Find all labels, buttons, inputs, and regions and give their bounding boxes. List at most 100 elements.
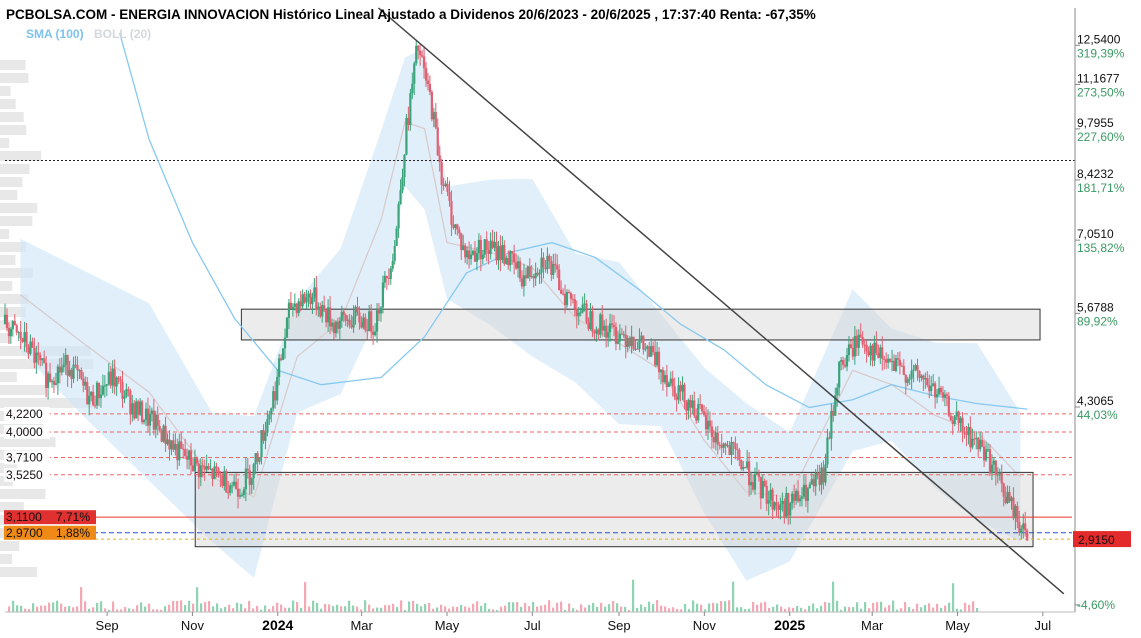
- volume-bar: [724, 601, 727, 612]
- candle-body: [244, 468, 247, 490]
- candle-body: [133, 403, 136, 419]
- candle-body: [532, 276, 535, 279]
- volume-profile-bar: [0, 567, 37, 577]
- candle-body: [31, 341, 34, 348]
- candle-body: [7, 327, 11, 337]
- candle-body: [299, 301, 302, 307]
- candle-body: [953, 416, 956, 425]
- candle-body: [391, 260, 394, 269]
- candle-body: [236, 488, 240, 497]
- level-label: 4,2200: [6, 407, 43, 421]
- volume-bar: [516, 602, 519, 612]
- volume-bar: [588, 605, 591, 612]
- volume-bar: [192, 603, 195, 612]
- candle-body: [381, 282, 385, 308]
- volume-bar: [720, 600, 723, 612]
- level-tag-bg: [4, 510, 96, 525]
- candle-body: [890, 360, 894, 362]
- candle-body: [640, 335, 643, 340]
- volume-bar: [252, 608, 255, 612]
- candle-body: [979, 439, 982, 450]
- candle-body: [205, 466, 208, 470]
- candle-body: [732, 441, 735, 444]
- candle-body: [618, 333, 621, 342]
- volume-bar: [384, 605, 387, 612]
- volume-bar: [344, 606, 347, 612]
- candle-body: [105, 384, 108, 386]
- candle-body: [274, 391, 277, 401]
- candle-body: [650, 346, 653, 357]
- candle-body: [669, 378, 672, 384]
- x-tick-label: Mar: [350, 618, 373, 633]
- volume-bar: [204, 602, 207, 612]
- candle-body: [699, 404, 702, 406]
- volume-bar: [64, 606, 67, 612]
- candle-body: [428, 83, 432, 92]
- candle-body: [364, 317, 367, 330]
- volume-bar: [664, 606, 667, 612]
- volume-bar: [712, 602, 715, 612]
- candle-body: [473, 250, 477, 262]
- candle-body: [738, 449, 741, 460]
- candle-body: [783, 500, 786, 517]
- candle-body: [984, 449, 988, 461]
- candle-body: [798, 498, 802, 502]
- volume-bar: [972, 601, 975, 612]
- volume-bar: [8, 606, 11, 612]
- candle-body: [597, 329, 600, 335]
- volume-bar: [640, 604, 643, 612]
- candle-body: [898, 359, 901, 366]
- legend-sma[interactable]: SMA (100): [26, 27, 84, 41]
- candle-body: [475, 253, 479, 262]
- candle-body: [589, 311, 592, 329]
- volume-bar: [264, 605, 267, 612]
- volume-bar: [668, 608, 671, 612]
- candle-body: [395, 228, 398, 246]
- volume-bar: [864, 602, 867, 612]
- candle-body: [309, 293, 312, 305]
- candle-body: [432, 112, 435, 120]
- volume-bar: [120, 609, 123, 612]
- level-label: 3,5250: [6, 468, 43, 482]
- candle-body: [971, 438, 974, 448]
- volume-bar: [288, 607, 291, 612]
- candle-body: [62, 364, 65, 368]
- candle-body: [665, 375, 668, 387]
- candle-body: [97, 382, 101, 399]
- volume-bar: [328, 604, 331, 612]
- sma-100-line: [119, 32, 1028, 410]
- candle-body: [342, 311, 345, 315]
- candle-body: [368, 311, 371, 332]
- volume-bar: [964, 602, 967, 612]
- candle-body: [121, 381, 124, 399]
- candle-body: [1014, 505, 1017, 519]
- candle-body: [513, 253, 516, 263]
- volume-bar: [60, 603, 63, 612]
- volume-bar: [388, 605, 391, 612]
- candle-body: [242, 489, 245, 495]
- candle-body: [706, 420, 710, 430]
- volume-bar: [812, 603, 815, 612]
- volume-bar: [952, 583, 955, 612]
- y-tick-pct: 273,50%: [1077, 85, 1125, 99]
- candle-body: [883, 358, 886, 360]
- candle-body: [485, 239, 488, 251]
- candle-body: [99, 394, 103, 399]
- candle-body: [207, 466, 210, 469]
- volume-bar: [36, 606, 39, 612]
- volume-bar: [448, 608, 451, 612]
- candle-body: [695, 415, 698, 421]
- volume-bar: [128, 608, 131, 612]
- candle-body: [68, 369, 71, 376]
- volume-bar: [508, 602, 511, 612]
- candle-body: [624, 334, 627, 347]
- candle-body: [424, 68, 428, 81]
- volume-bar: [644, 607, 647, 612]
- candle-body: [462, 245, 465, 251]
- legend-boll[interactable]: BOLL (20): [94, 27, 151, 41]
- volume-profile-bar: [0, 203, 38, 213]
- candle-body: [182, 448, 185, 450]
- candle-body: [66, 355, 69, 376]
- candle-body: [377, 310, 381, 314]
